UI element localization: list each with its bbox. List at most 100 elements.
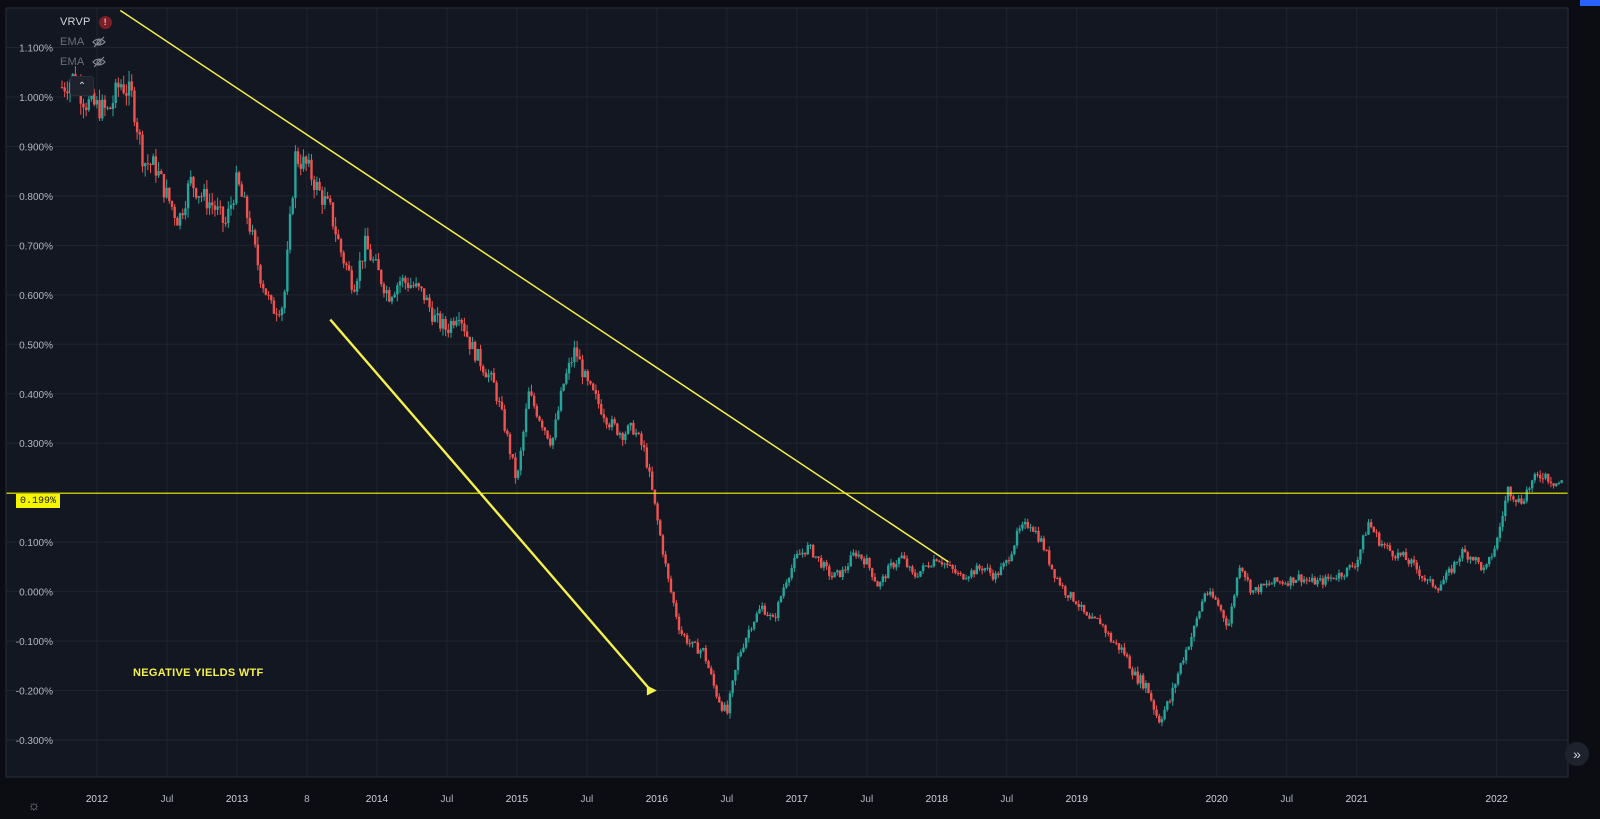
- candle-body: [1241, 567, 1244, 572]
- candle-body: [881, 576, 885, 583]
- candle-body: [1541, 478, 1545, 480]
- warning-icon[interactable]: !: [98, 15, 112, 29]
- candle-body: [1133, 671, 1137, 676]
- eye-off-icon[interactable]: [92, 56, 107, 68]
- candle-body: [1069, 592, 1072, 598]
- candle-body: [997, 573, 1000, 576]
- candle-body: [302, 156, 305, 169]
- candle-body: [1327, 576, 1330, 579]
- legend-name-ema-2: EMA: [60, 56, 85, 68]
- double-chevron-right-icon: »: [1573, 746, 1581, 762]
- candle-body: [452, 320, 455, 326]
- candle-body: [720, 702, 724, 711]
- candle-body: [830, 575, 834, 578]
- candle-body: [739, 651, 742, 657]
- candle-body: [211, 202, 214, 206]
- candle-body: [506, 430, 509, 435]
- candle-body: [152, 156, 155, 165]
- candle-body: [680, 630, 683, 635]
- candle-body: [758, 609, 761, 614]
- candle-body: [1034, 530, 1038, 532]
- candle-body: [321, 190, 324, 205]
- candle-body: [1190, 637, 1193, 647]
- candle-body: [870, 567, 874, 577]
- candle-body: [162, 174, 166, 198]
- candle-body: [653, 489, 657, 504]
- candle-body: [361, 260, 364, 262]
- candle-body: [235, 172, 238, 204]
- candle-body: [1018, 528, 1021, 531]
- candle-body: [1088, 615, 1091, 619]
- candle-body: [913, 572, 917, 577]
- candle-body: [562, 383, 565, 391]
- legend-row-ema-2[interactable]: EMA: [60, 52, 112, 72]
- scroll-to-realtime-button[interactable]: »: [1565, 742, 1589, 766]
- candle-body: [425, 297, 429, 301]
- candle-body: [905, 558, 909, 568]
- candle-body: [919, 571, 922, 577]
- candle-body: [213, 205, 217, 210]
- candle-body: [294, 151, 297, 199]
- candle-body: [608, 424, 611, 428]
- candle-body: [1552, 483, 1555, 486]
- candle-body: [498, 401, 501, 403]
- candle-body: [514, 457, 517, 479]
- candle-body: [1099, 618, 1102, 625]
- candle-body: [1074, 601, 1078, 605]
- candle-body: [1168, 701, 1172, 703]
- candle-body: [189, 176, 192, 184]
- candle-body: [1399, 552, 1402, 556]
- candle-body: [481, 366, 485, 373]
- candle-body: [237, 172, 241, 185]
- candle-body: [651, 471, 654, 490]
- candle-body: [390, 297, 394, 302]
- candle-body: [750, 628, 753, 630]
- candle-body: [165, 187, 168, 198]
- candle-body: [779, 596, 783, 603]
- candle-body: [1359, 549, 1362, 560]
- eye-off-icon[interactable]: [92, 36, 107, 48]
- candle-body: [1461, 549, 1464, 559]
- candle-body: [1493, 548, 1496, 557]
- candle-body: [256, 244, 260, 266]
- legend-collapse-button[interactable]: ⌃: [70, 76, 94, 96]
- candle-body: [484, 372, 488, 378]
- candle-body: [718, 696, 721, 703]
- candle-body: [782, 587, 785, 597]
- candle-body: [385, 290, 388, 294]
- candle-body: [699, 650, 702, 654]
- text-annotation[interactable]: NEGATIVE YIELDS WTF: [133, 667, 264, 679]
- candle-body: [353, 289, 356, 292]
- candle-body: [396, 285, 399, 295]
- candle-body: [999, 566, 1003, 576]
- candle-body: [1117, 643, 1121, 650]
- legend-row-vrvp[interactable]: VRVP !: [60, 12, 112, 32]
- candle-body: [315, 181, 319, 190]
- candle-body: [334, 226, 337, 235]
- candle-body: [956, 573, 960, 575]
- horizontal-line-price-label: 0.199%: [16, 494, 60, 508]
- candle-body: [854, 552, 858, 557]
- candle-body: [546, 430, 549, 439]
- x-tick-label: Jul: [580, 794, 593, 805]
- candle-body: [707, 661, 710, 669]
- candle-body: [1026, 521, 1029, 528]
- candle-body: [460, 319, 463, 324]
- candle-body: [1128, 656, 1131, 669]
- candle-body: [975, 565, 979, 575]
- candle-body: [326, 196, 329, 199]
- candle-body: [125, 93, 128, 96]
- candle-body: [436, 313, 439, 316]
- candle-body: [1305, 579, 1308, 581]
- candle-body: [358, 260, 361, 281]
- candle-body: [511, 454, 514, 458]
- candle-body: [594, 389, 598, 394]
- legend-row-ema-1[interactable]: EMA: [60, 32, 112, 52]
- gear-icon[interactable]: ☼: [27, 797, 41, 813]
- candle-body: [1321, 578, 1325, 585]
- candle-body: [763, 605, 767, 615]
- candle-body: [932, 559, 936, 567]
- candle-body: [962, 574, 965, 580]
- candle-body: [192, 176, 195, 189]
